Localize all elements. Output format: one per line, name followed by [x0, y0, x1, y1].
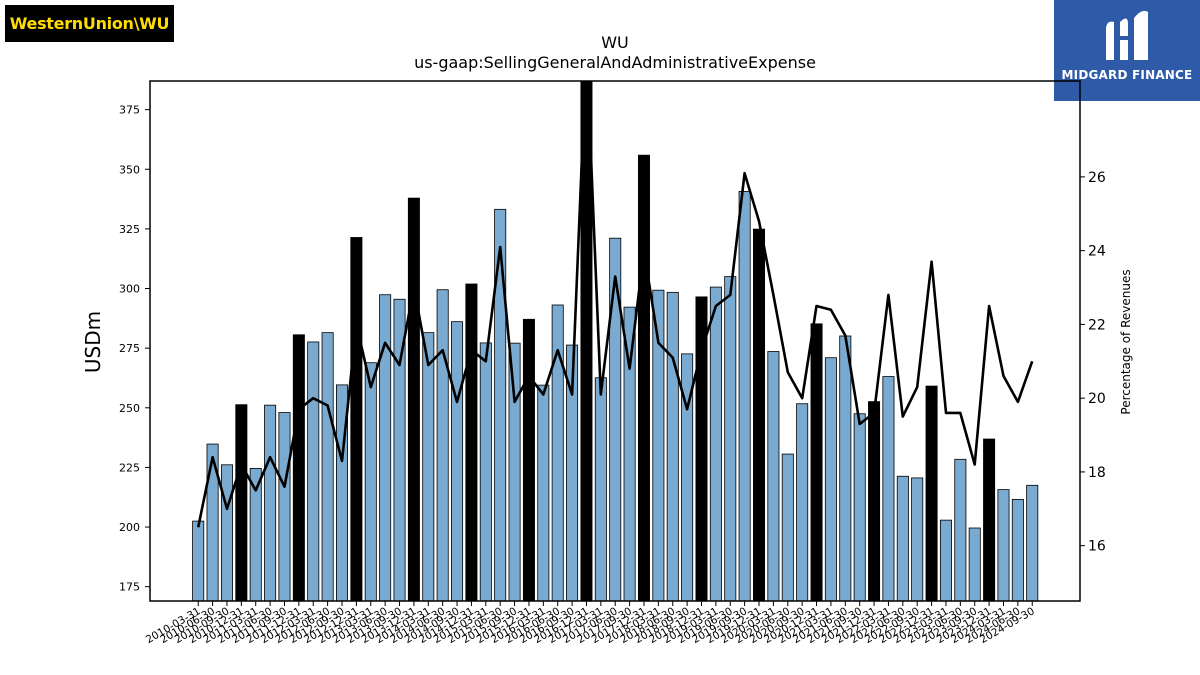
y-tick-label: 300	[119, 283, 140, 296]
bar-2021-03-31	[824, 357, 837, 601]
bar-2024-03-31	[997, 489, 1010, 601]
bar-2013-12-31	[407, 197, 420, 601]
bar-2020-06-30	[781, 453, 794, 601]
bar-2019-06-30	[724, 276, 737, 601]
bar-2016-06-30	[551, 304, 564, 601]
bar-2017-09-30	[623, 306, 636, 601]
bar-2021-06-30	[839, 335, 852, 601]
bar-2022-06-30	[896, 475, 909, 601]
right-y-tick-label: 18	[1088, 465, 1106, 481]
percentage-of-revenues-line	[196, 81, 1034, 528]
bar-2023-03-31	[939, 519, 952, 601]
y-tick-label: 250	[119, 402, 140, 415]
bar-2017-12-31	[637, 154, 650, 601]
bar-2011-06-30	[264, 404, 277, 601]
right-y-tick-label: 26	[1088, 170, 1106, 186]
bar-2012-06-30	[321, 332, 334, 601]
bar-2016-12-31	[580, 81, 593, 601]
axes: 1752002252502753003253503751618202224262…	[119, 80, 1106, 646]
bar-2012-09-30	[335, 384, 348, 601]
right-y-tick-label: 20	[1088, 391, 1106, 407]
bar-2020-09-30	[796, 403, 809, 601]
bar-2018-12-31	[695, 296, 708, 601]
bar-2020-03-31	[767, 351, 780, 601]
bar-2015-03-31	[479, 342, 492, 601]
bar-2016-09-30	[566, 344, 579, 601]
bar-2013-09-30	[393, 298, 406, 601]
bar-2014-06-30	[436, 289, 449, 601]
right-y-tick-label: 16	[1088, 539, 1106, 555]
y-tick-label: 375	[119, 104, 140, 117]
bar-2014-12-31	[465, 283, 478, 601]
y-tick-label: 275	[119, 342, 140, 355]
bar-2022-03-31	[882, 376, 895, 601]
bar-2011-03-31	[249, 467, 262, 601]
bar-2011-12-31	[292, 334, 305, 601]
line-series	[196, 81, 1034, 528]
bar-2018-03-31	[652, 289, 665, 601]
western-union-logo: WesternUnion\WU	[5, 5, 174, 42]
bar-2022-09-30	[911, 477, 924, 601]
bar-2010-09-30	[220, 464, 233, 601]
bar-2017-03-31	[594, 377, 607, 601]
y-tick-label: 225	[119, 461, 140, 474]
bar-2011-09-30	[278, 412, 291, 601]
bar-2021-09-30	[853, 413, 866, 601]
bar-2014-03-31	[422, 332, 435, 601]
bar-2017-06-30	[609, 237, 622, 601]
y-axis-label: USDm	[81, 311, 105, 373]
chart-subtitle: us-gaap:SellingGeneralAndAdministrativeE…	[414, 53, 816, 72]
y-tick-label: 350	[119, 163, 140, 176]
midgard-emblem-icon	[1106, 10, 1148, 61]
midgard-finance-logo-text: MIDGARD FINANCE	[1061, 68, 1193, 82]
y-tick-label: 200	[119, 521, 140, 534]
bar-2024-06-30	[1011, 498, 1024, 601]
bar-2015-09-30	[508, 342, 521, 601]
bar-2023-12-31	[983, 438, 996, 601]
y-tick-label: 325	[119, 223, 140, 236]
bar-2019-09-30	[738, 191, 751, 601]
bar-2016-03-31	[537, 384, 550, 601]
right-y-tick-label: 22	[1088, 317, 1106, 333]
right-axis-label: Percentage of Revenues	[1119, 269, 1133, 414]
bar-2023-06-30	[954, 458, 967, 601]
bar-2010-12-31	[235, 404, 248, 601]
midgard-finance-logo: MIDGARD FINANCE	[1054, 0, 1200, 101]
bar-2019-03-31	[709, 286, 722, 601]
bar-2020-12-31	[810, 323, 823, 601]
chart-title: WU	[601, 33, 629, 52]
bar-2018-06-30	[666, 291, 679, 601]
bar-2015-06-30	[494, 208, 507, 601]
bar-series	[192, 81, 1039, 601]
bar-2014-09-30	[451, 321, 464, 601]
bar-2022-12-31	[925, 385, 938, 601]
bar-2012-12-31	[350, 237, 363, 601]
bar-2012-03-31	[307, 341, 320, 601]
y-tick-label: 175	[119, 581, 140, 594]
bar-2013-06-30	[379, 294, 392, 601]
western-union-logo-text: WesternUnion\WU	[9, 14, 170, 33]
bar-2024-09-30	[1026, 484, 1039, 601]
bar-2013-03-31	[364, 362, 377, 601]
bar-2018-09-30	[681, 353, 694, 601]
bar-2015-12-31	[522, 318, 535, 601]
bar-2021-12-31	[868, 401, 881, 601]
bar-2023-09-30	[968, 527, 981, 601]
right-y-tick-label: 24	[1088, 244, 1106, 260]
bar-2010-03-31	[192, 520, 205, 601]
bar-2019-12-31	[753, 228, 766, 601]
bar-2010-06-30	[206, 443, 219, 601]
